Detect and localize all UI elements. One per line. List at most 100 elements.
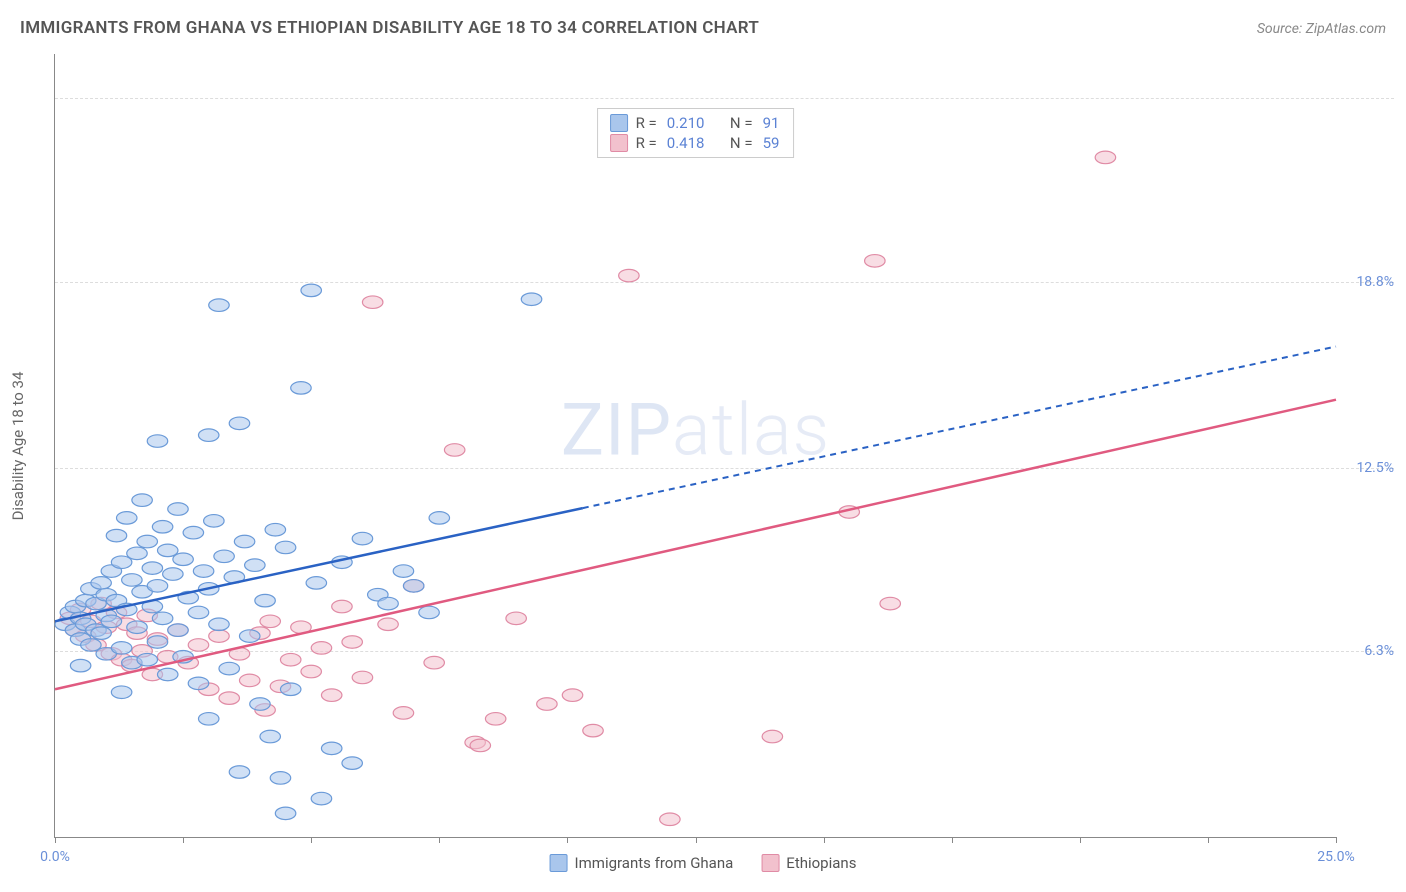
scatter-point <box>260 730 280 743</box>
x-tick-label: 0.0% <box>40 849 70 865</box>
legend-label-series2: Ethiopians <box>786 854 856 872</box>
scatter-point <box>168 503 188 516</box>
y-tick-label: 18.8% <box>1344 274 1394 290</box>
scatter-point <box>352 671 372 684</box>
scatter-point <box>229 766 249 779</box>
x-tick <box>55 837 56 843</box>
scatter-point <box>275 807 295 820</box>
scatter-point <box>485 713 505 726</box>
x-tick <box>1080 837 1081 843</box>
x-tick-label: 25.0% <box>1317 849 1355 865</box>
scatter-point <box>255 594 275 607</box>
scatter-point <box>352 532 372 545</box>
x-tick <box>567 837 568 843</box>
scatter-point <box>219 692 239 705</box>
scatter-point <box>168 624 188 637</box>
scatter-point <box>424 656 444 669</box>
scatter-point <box>91 577 111 590</box>
x-tick <box>696 837 697 843</box>
x-tick <box>311 837 312 843</box>
scatter-point <box>311 792 331 805</box>
scatter-point <box>270 772 290 785</box>
scatter-point <box>470 739 490 752</box>
scatter-point <box>301 284 321 297</box>
chart-container: IMMIGRANTS FROM GHANA VS ETHIOPIAN DISAB… <box>0 0 1406 892</box>
scatter-point <box>245 559 265 572</box>
stats-row-series2: R = 0.418 N = 59 <box>610 133 782 153</box>
scatter-point <box>444 444 464 457</box>
scatter-point <box>234 535 254 548</box>
scatter-point <box>619 269 639 282</box>
scatter-point <box>137 653 157 666</box>
scatter-point <box>291 382 311 395</box>
legend-label-series1: Immigrants from Ghana <box>575 854 734 872</box>
n-label: N = <box>730 114 753 132</box>
scatter-point <box>219 662 239 675</box>
scatter-point <box>301 665 321 678</box>
x-tick <box>183 837 184 843</box>
y-tick-label: 12.5% <box>1344 460 1394 476</box>
scatter-point <box>419 606 439 619</box>
scatter-point <box>660 813 680 826</box>
scatter-point <box>204 515 224 528</box>
scatter-point <box>209 630 229 643</box>
scatter-point <box>147 435 167 448</box>
scatter-point <box>163 568 183 581</box>
scatter-point <box>209 299 229 312</box>
y-axis-label: Disability Age 18 to 34 <box>9 372 27 521</box>
scatter-point <box>239 630 259 643</box>
scatter-point <box>1095 151 1115 164</box>
scatter-point <box>152 520 172 533</box>
stats-row-series1: R = 0.210 N = 91 <box>610 113 782 133</box>
plot-svg <box>55 54 1336 837</box>
series1-n-value: 91 <box>761 114 782 132</box>
scatter-point <box>265 523 285 536</box>
scatter-point <box>562 689 582 702</box>
scatter-point <box>506 612 526 625</box>
scatter-point <box>311 642 331 655</box>
scatter-point <box>583 724 603 737</box>
x-tick <box>1336 837 1337 843</box>
scatter-point <box>209 618 229 631</box>
scatter-point <box>214 550 234 563</box>
scatter-point <box>393 565 413 578</box>
scatter-point <box>332 600 352 613</box>
scatter-point <box>342 636 362 649</box>
scatter-point <box>275 541 295 554</box>
scatter-point <box>229 417 249 430</box>
scatter-point <box>880 597 900 610</box>
scatter-point <box>198 429 218 442</box>
scatter-point <box>865 255 885 268</box>
plot-area: ZIPatlas 6.3%12.5%18.8% 0.0%25.0% R = 0.… <box>54 54 1336 838</box>
legend-item-series2: Ethiopians <box>761 854 856 872</box>
scatter-point <box>429 512 449 525</box>
scatter-point <box>132 494 152 507</box>
x-tick <box>439 837 440 843</box>
scatter-point <box>106 529 126 542</box>
scatter-point <box>280 653 300 666</box>
scatter-point <box>137 535 157 548</box>
scatter-point <box>116 512 136 525</box>
scatter-point <box>188 677 208 690</box>
series2-r-value: 0.418 <box>665 134 707 152</box>
scatter-point <box>521 293 541 306</box>
r-label: R = <box>636 114 657 132</box>
scatter-point <box>306 577 326 590</box>
swatch-series2 <box>610 134 628 152</box>
scatter-point <box>147 636 167 649</box>
n-label: N = <box>730 134 753 152</box>
scatter-point <box>111 686 131 699</box>
scatter-point <box>362 296 382 309</box>
y-tick-label: 6.3% <box>1344 643 1394 659</box>
trend-line <box>55 508 583 621</box>
scatter-point <box>183 526 203 539</box>
x-tick <box>824 837 825 843</box>
scatter-point <box>188 606 208 619</box>
stats-legend-box: R = 0.210 N = 91 R = 0.418 N = 59 <box>597 108 795 158</box>
scatter-point <box>393 707 413 720</box>
legend-bottom: Immigrants from Ghana Ethiopians <box>550 854 857 872</box>
scatter-point <box>378 597 398 610</box>
scatter-point <box>762 730 782 743</box>
scatter-point <box>321 742 341 755</box>
scatter-point <box>70 659 90 672</box>
